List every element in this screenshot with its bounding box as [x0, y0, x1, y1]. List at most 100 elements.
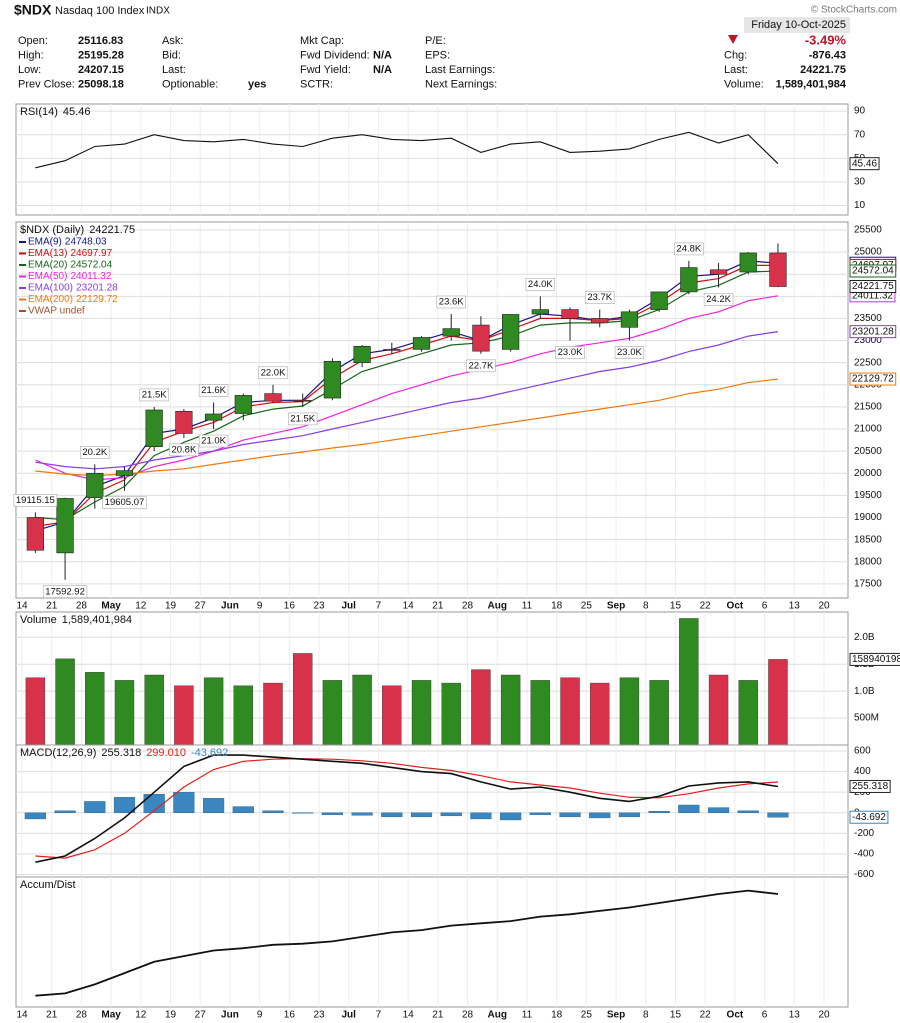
change-percent: -3.49% [805, 32, 847, 47]
panel-value: 299.010 [146, 747, 186, 759]
series-line [35, 295, 779, 481]
y-tick-label: 2.0B [854, 632, 875, 643]
y-tick-label: 20000 [854, 468, 882, 479]
y-tick-label: 600 [854, 746, 871, 757]
x-tick-label: 14 [403, 1010, 415, 1021]
candle-body [739, 252, 757, 273]
x-tick-label: 27 [195, 1010, 207, 1021]
price-label-box [13, 494, 58, 507]
candle-body [323, 361, 342, 399]
volume-bar [738, 680, 758, 746]
value-tag-box [849, 325, 897, 339]
value-tag-box [849, 280, 897, 294]
volume-bar [441, 682, 461, 746]
x-tick-label: 12 [135, 1010, 147, 1021]
price-label: 24.8K [676, 243, 701, 254]
price-label-box [169, 443, 199, 457]
price-label-box [80, 446, 110, 459]
volume-bar [530, 680, 551, 746]
series-line [35, 270, 779, 521]
volume-bar [25, 677, 46, 746]
field-label: Fwd Yield: [300, 64, 351, 76]
histogram-bar [500, 812, 522, 821]
x-tick-label: 25 [581, 1010, 593, 1021]
x-tick-label: 11 [522, 601, 533, 612]
histogram-bar [678, 804, 700, 813]
histogram-bar [381, 812, 403, 818]
x-tick-label: 6 [762, 601, 768, 612]
x-tick-label: 23 [313, 601, 325, 612]
price-label: 23.0K [558, 347, 583, 358]
price-label-box [139, 388, 169, 402]
x-tick-label: 28 [462, 601, 474, 612]
volume-bar [352, 674, 372, 746]
y-tick-label: 10 [854, 200, 866, 211]
field-value: 1,589,401,984 [776, 78, 847, 90]
price-label: 21.5K [142, 389, 167, 400]
series-line [35, 754, 779, 863]
x-tick-label: 21 [46, 1010, 58, 1021]
histogram-bar [529, 812, 551, 816]
y-tick-label: 22500 [854, 357, 882, 368]
series-line [35, 889, 779, 997]
x-tick-label: 28 [462, 1010, 474, 1021]
field-value: yes [248, 78, 266, 90]
field-label: Bid: [162, 49, 181, 61]
date-band [744, 17, 850, 33]
panel-value: 45.46 [63, 106, 91, 118]
price-label: 23.7K [587, 292, 612, 303]
x-tick-label: 8 [643, 601, 649, 612]
candle-body [709, 269, 728, 275]
volume-bar [619, 677, 640, 746]
x-tick-label: 18 [551, 1010, 563, 1021]
price-label-box [42, 585, 88, 599]
x-tick-label: 14 [16, 1010, 28, 1021]
value-tag-box [849, 810, 889, 824]
histogram-bar [618, 812, 641, 818]
price-label: 17592.92 [45, 586, 85, 597]
candle-body [204, 413, 223, 421]
price-label-box [703, 293, 734, 306]
candle-body [234, 395, 252, 414]
volume-bar [292, 653, 313, 746]
legend-value: 24011.32 [70, 271, 111, 282]
candle-body [561, 309, 579, 319]
legend-name: EMA(50) [28, 271, 67, 282]
field-label: Fwd Dividend: [300, 49, 370, 61]
volume-bar [382, 685, 402, 746]
x-tick-label: 19 [165, 1010, 177, 1021]
candle-body [650, 291, 668, 310]
price-label: 22.0K [261, 367, 286, 378]
value-tag: 22129.72 [852, 374, 894, 385]
histogram-bar [262, 810, 284, 813]
field-value: 25098.18 [78, 78, 124, 90]
x-tick-label: 14 [403, 601, 415, 612]
x-tick-label: Sep [607, 1010, 625, 1021]
candle-body [620, 311, 639, 328]
x-tick-label: Jul [342, 1010, 357, 1021]
x-tick-label: 18 [551, 601, 563, 612]
value-tag: 24572.04 [852, 266, 894, 277]
candle-body [115, 470, 134, 476]
histogram-bar [232, 806, 254, 813]
price-label: 22.7K [469, 360, 494, 371]
series-line [35, 331, 779, 470]
x-tick-label: 9 [257, 1010, 263, 1021]
panel-frame [15, 876, 849, 1008]
price-label-box [258, 366, 288, 380]
y-tick-label: -600 [854, 869, 874, 880]
panel-title: MACD(12,26,9) [20, 747, 96, 759]
x-tick-label: 22 [700, 601, 712, 612]
field-label: High: [18, 49, 44, 61]
volume-bar [411, 680, 432, 746]
y-tick-label: 19000 [854, 512, 882, 523]
histogram-bar [470, 812, 492, 820]
y-tick-label: 21500 [854, 402, 882, 413]
field-label: Last: [724, 64, 748, 76]
value-tag-box [849, 779, 891, 793]
x-tick-label: 13 [789, 1010, 801, 1021]
price-label: 21.6K [201, 385, 226, 396]
candle-body [56, 498, 74, 554]
legend-name: EMA(100) [28, 283, 73, 294]
x-tick-label: Jul [342, 601, 357, 612]
